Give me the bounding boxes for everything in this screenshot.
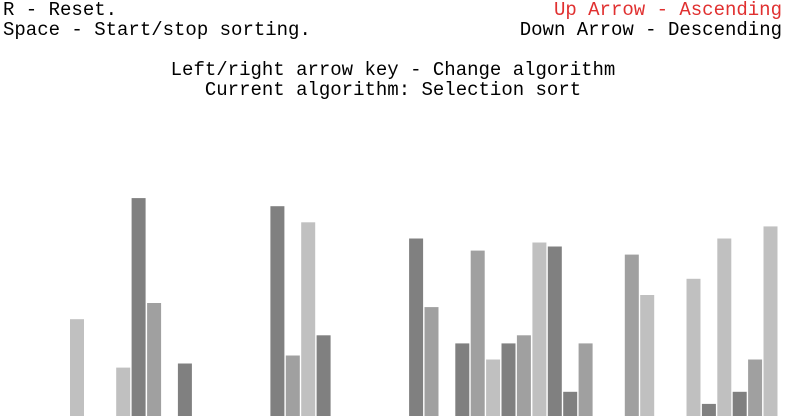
array-bar [147,303,162,416]
array-bar [686,278,701,416]
array-bar [563,391,578,416]
array-bar [578,343,593,416]
ascending-hint: Up Arrow - Ascending [553,0,782,21]
current-algorithm-name: Selection sort [421,79,582,101]
array-bar [70,319,84,416]
array-bar [177,363,192,416]
array-bar [301,222,316,416]
array-bar [501,343,516,416]
array-bar [763,226,778,416]
array-bar [270,206,285,416]
array-bar [470,250,485,416]
array-bar [717,238,732,416]
array-bar [732,391,747,416]
array-bar [748,359,763,416]
array-bar [409,238,424,416]
array-bar [285,355,300,416]
descending-hint: Down Arrow - Descending [519,19,782,41]
array-bar [116,367,131,416]
start-stop-hint: Space - Start/stop sorting. [3,19,311,41]
array-bar [424,307,439,416]
array-bar [486,359,501,416]
array-bar [701,403,716,416]
array-bar [316,335,331,416]
change-algorithm-hint: Left/right arrow key - Change algorithm [170,59,616,81]
array-bar [131,198,146,416]
array-bar [547,246,562,416]
current-algorithm-line: Current algorithm: Selection sort [0,80,786,100]
reset-hint: R - Reset. [3,0,118,21]
array-bar [640,295,655,416]
array-bar [516,335,531,416]
array-bar [455,343,470,416]
array-bar [624,254,639,416]
current-algorithm-label: Current algorithm: [204,79,422,101]
array-bar [532,242,547,416]
